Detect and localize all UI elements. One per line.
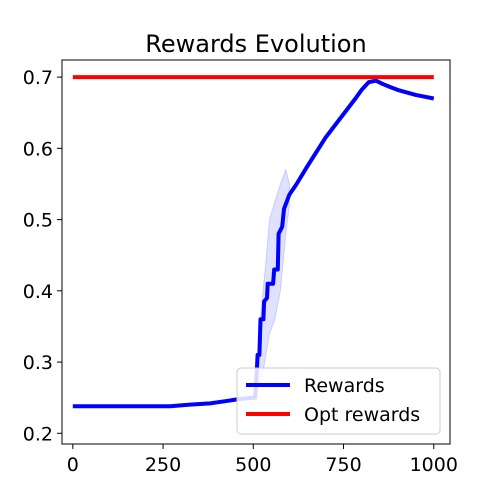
legend: Rewards Opt rewards: [236, 367, 441, 435]
x-tick-label: 1000: [410, 454, 458, 476]
plot-area: [72, 75, 435, 409]
y-tick-label: 0.4: [23, 281, 53, 303]
x-tick-label: 250: [145, 454, 181, 476]
series-line-rewards: [72, 78, 435, 409]
x-tick-label: 750: [325, 454, 361, 476]
y-tick-label: 0.2: [23, 423, 53, 445]
y-tick-label: 0.7: [23, 67, 53, 89]
y-tick-label: 0.6: [23, 138, 53, 160]
axes: 0 250 500 750 1000 0.2 0.3 0.4 0.5 0.6 0.7: [23, 67, 458, 476]
x-tick-label: 500: [235, 454, 271, 476]
y-tick-label: 0.3: [23, 352, 53, 374]
x-tick-label: 0: [67, 454, 79, 476]
plot-frame: [61, 59, 451, 445]
legend-label-opt-rewards: Opt rewards: [304, 404, 420, 426]
legend-label-rewards: Rewards: [304, 375, 385, 397]
y-tick-label: 0.5: [23, 210, 53, 232]
chart-title: Rewards Evolution: [145, 30, 366, 58]
